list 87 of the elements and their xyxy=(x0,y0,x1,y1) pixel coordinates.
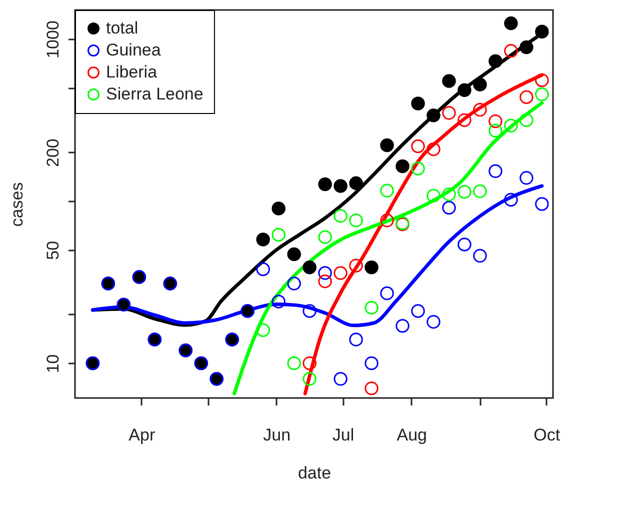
legend-label: Sierra Leone xyxy=(106,84,204,104)
point xyxy=(473,184,487,198)
point xyxy=(256,232,270,246)
point xyxy=(349,258,363,272)
point xyxy=(458,238,472,252)
point xyxy=(364,260,378,274)
point xyxy=(411,162,425,176)
point xyxy=(488,164,502,178)
point xyxy=(302,304,316,318)
legend-label: total xyxy=(106,18,138,38)
x-tick-label: Apr xyxy=(128,426,156,444)
x-tick-label: Jul xyxy=(332,426,354,444)
point xyxy=(504,44,518,58)
point xyxy=(364,356,378,370)
point xyxy=(318,177,332,192)
point xyxy=(504,118,518,133)
legend-label: Guinea xyxy=(106,40,162,60)
point xyxy=(442,74,456,88)
point xyxy=(380,286,394,300)
x-axis-title: date xyxy=(298,464,332,482)
point xyxy=(256,262,270,276)
x-tick-label: Aug xyxy=(396,426,427,444)
point xyxy=(504,16,518,30)
point xyxy=(349,176,363,190)
point xyxy=(334,266,348,280)
point xyxy=(426,142,440,156)
point xyxy=(318,266,332,280)
point xyxy=(426,314,440,329)
point xyxy=(334,179,348,193)
point xyxy=(349,214,363,228)
point xyxy=(473,78,487,92)
point xyxy=(488,54,502,68)
point xyxy=(396,318,410,333)
point xyxy=(256,323,270,337)
point xyxy=(520,90,534,104)
point xyxy=(380,184,394,198)
point xyxy=(442,106,456,120)
point xyxy=(272,202,286,216)
x-tick-label: Oct xyxy=(534,426,560,444)
point xyxy=(272,228,286,242)
point xyxy=(520,40,534,54)
point xyxy=(488,124,502,138)
point xyxy=(442,188,456,202)
point xyxy=(318,230,332,244)
point xyxy=(520,171,534,185)
point xyxy=(473,102,487,117)
point xyxy=(334,372,348,386)
point xyxy=(504,192,518,207)
point xyxy=(411,96,425,110)
point xyxy=(302,260,316,274)
point xyxy=(426,188,440,203)
point xyxy=(535,197,549,211)
y-tick-label: 10 xyxy=(44,354,62,374)
point xyxy=(488,114,502,128)
point xyxy=(535,24,549,39)
point xyxy=(334,209,348,223)
x-tick-label: Jun xyxy=(263,426,291,444)
point xyxy=(426,108,440,122)
point xyxy=(458,113,472,127)
point xyxy=(411,304,425,318)
y-tick-label: 1000 xyxy=(44,20,62,58)
point xyxy=(520,113,534,127)
line-series xyxy=(90,184,544,328)
point xyxy=(411,139,425,154)
legend-label: Liberia xyxy=(106,62,158,82)
point xyxy=(318,274,332,288)
y-tick-label: 50 xyxy=(44,240,62,260)
point xyxy=(272,294,286,308)
point xyxy=(458,185,472,199)
point xyxy=(458,83,472,97)
point xyxy=(473,248,487,263)
point xyxy=(535,73,549,88)
point xyxy=(442,200,456,215)
point xyxy=(287,356,301,370)
point xyxy=(364,300,378,315)
point xyxy=(380,214,394,228)
point xyxy=(287,247,301,262)
point xyxy=(535,87,549,102)
point xyxy=(349,332,363,346)
point xyxy=(396,159,410,174)
point xyxy=(302,356,316,370)
y-axis-title: cases xyxy=(8,182,26,227)
point xyxy=(287,276,301,290)
point xyxy=(364,381,378,396)
point xyxy=(380,138,394,152)
point xyxy=(302,372,316,386)
y-tick-label: 200 xyxy=(44,138,62,167)
